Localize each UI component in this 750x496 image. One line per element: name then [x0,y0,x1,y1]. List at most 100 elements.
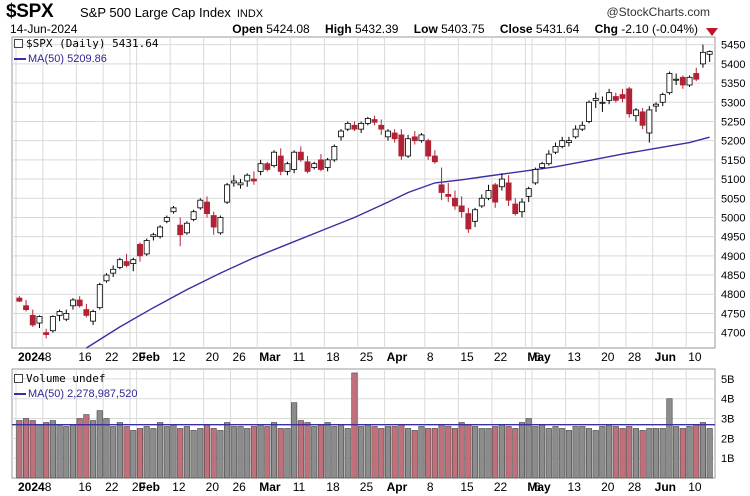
volume-bar [646,428,653,479]
candle-body [150,234,157,238]
ma50-line [86,136,710,349]
chart-date: 14-Jun-2024 [10,22,78,36]
candle-body [49,316,56,332]
price-x-tick-label: 26 [232,350,246,364]
price-x-tick-label: 18 [326,350,340,364]
candle-body [606,92,613,101]
stockcharts-logo[interactable]: @StockCharts.com [606,5,710,19]
candle-body [592,98,599,101]
open-label: Open [232,22,263,36]
volume-bar [150,428,157,479]
volume-bar [384,426,392,479]
candle-body [679,76,686,86]
volume-tick-label: 5B [721,374,734,386]
price-tick-label: 4900 [721,251,745,263]
candle-body [63,313,70,320]
chevron-down-icon[interactable] [706,28,718,36]
candle-body [304,161,311,172]
candle-body [123,261,130,266]
low-label: Low [413,22,438,36]
price-tick-label: 5050 [721,193,745,205]
volume-bar [545,428,552,479]
volume-bar [652,428,660,479]
volume-x-tick-label: 8 [427,480,434,494]
volume-bar [103,418,110,479]
volume-bar [679,428,686,479]
volume-bar [244,428,251,479]
volume-bar [163,426,170,479]
volume-bar [210,428,217,479]
volume-bar [96,410,103,479]
volume-bar [170,424,177,479]
candle-body [250,178,257,182]
candle-body [371,119,378,123]
candle-body [76,299,83,307]
candle-body [539,163,546,168]
candle-body [612,96,619,101]
volume-bar [177,428,184,479]
candle-body [277,155,284,172]
candle-body [43,332,50,335]
volume-bar [525,418,532,479]
candle-body [411,136,418,142]
volume-x-tick-label: 11 [293,480,306,494]
volume-bar [699,422,706,479]
candle-body [130,259,137,264]
volume-bar [183,426,190,479]
candle-body [519,201,525,213]
candle-body [351,124,358,130]
candle-body [405,138,412,157]
candle-body [579,124,586,130]
price-tick-label: 4950 [721,232,745,244]
candle-body [498,178,505,188]
volume-bar [532,426,539,479]
volume-bar [572,426,579,479]
candle-body [56,311,63,316]
close-label: Close [499,22,533,36]
volume-bar [565,430,572,479]
price-x-tick-label: Jun [655,350,676,364]
price-tick-label: 4850 [721,270,745,282]
candle-body [699,51,706,65]
volume-x-tick-label: 15 [460,480,474,494]
volume-bar [317,424,324,479]
candle-body [177,224,184,236]
candle-body [70,299,76,307]
candle-body [465,213,472,230]
volume-bar [337,424,345,479]
volume-bar [16,420,23,479]
volume-bar [592,430,599,479]
price-tick-label: 5250 [721,116,745,128]
volume-bar [237,426,244,479]
volume-bar [364,424,371,479]
volume-bar [324,422,331,479]
candle-body [311,163,318,168]
volume-bar [639,430,646,479]
volume-bar [136,428,144,479]
volume-bar [411,430,418,479]
price-x-tick-label: 13 [568,350,582,364]
volume-x-tick-label: 22 [494,480,508,494]
candle-body [565,140,572,143]
volume-bar [405,428,412,479]
volume-tick-label: 1B [721,453,734,465]
volume-tick-label: 4B [721,394,734,406]
volume-bar [559,428,566,479]
candle-body [170,207,177,213]
volume-bar [585,428,593,479]
volume-bar [90,420,97,479]
volume-x-tick-label: Apr [387,480,408,494]
candle-body [418,134,425,142]
candle-body [23,305,30,311]
volume-bar [686,426,693,479]
candle-body [653,103,659,107]
candle-body [317,159,324,170]
volume-bar [693,424,700,479]
volume-bar [371,426,378,479]
price-tick-label: 5350 [721,78,745,90]
volume-bar [398,424,405,479]
candle-body [445,194,452,197]
volume-legend-icon [14,374,23,384]
candle-body [693,73,700,80]
exchange-label: INDX [236,8,264,20]
